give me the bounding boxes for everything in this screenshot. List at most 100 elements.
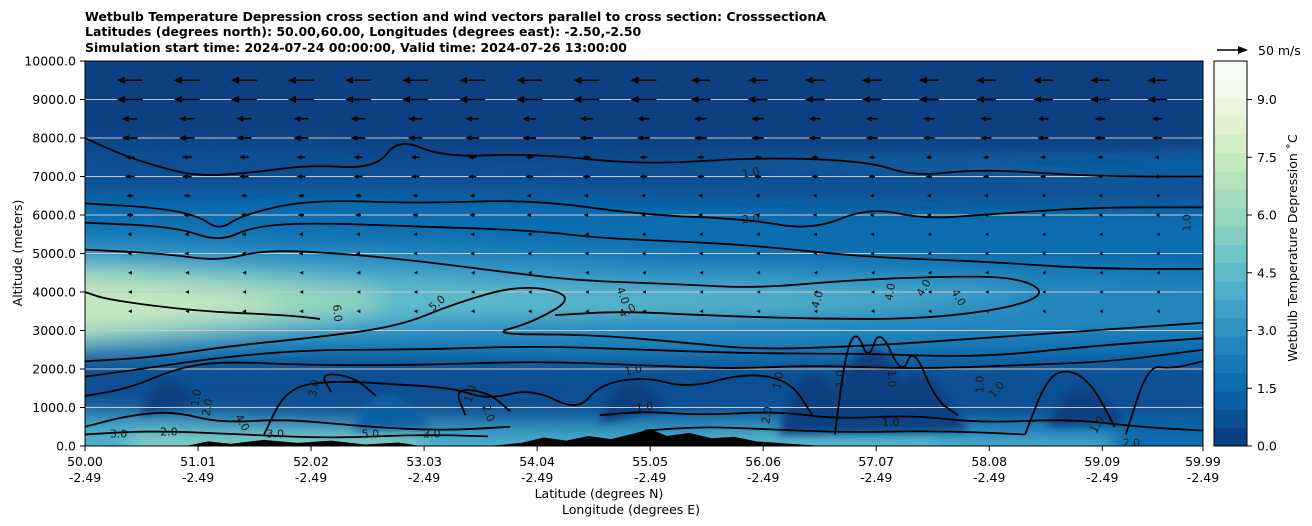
field-region-15 [353, 395, 432, 431]
wind-vector-head [984, 251, 989, 256]
x-tick-label-lat-4: 54.04 [519, 454, 555, 469]
wind-vector-216 [528, 290, 532, 294]
contour-label-3: 6.0 [330, 304, 344, 323]
wind-vector-32 [861, 96, 882, 103]
wind-vector-head [871, 309, 875, 313]
wind-vector-206 [1042, 271, 1046, 275]
wind-vector-196 [470, 270, 475, 275]
wind-vector-head [813, 309, 818, 313]
wind-vector-head [242, 309, 247, 314]
wind-vector-head [925, 155, 931, 160]
wind-vector-6 [459, 76, 486, 84]
wind-vector-head [980, 135, 987, 141]
wind-vector-221 [813, 290, 818, 294]
contour-line-2 [85, 221, 1203, 270]
wind-vector-head [299, 290, 304, 294]
wind-vector-96 [182, 174, 192, 179]
wind-vector-10 [690, 77, 711, 84]
contour-line-15 [1124, 360, 1203, 435]
colorbar-band-6 [1214, 317, 1247, 337]
contour-label-31: 5.0 [362, 427, 380, 440]
wind-vector-head [1037, 116, 1044, 122]
wind-vector-head [1156, 309, 1160, 313]
y-axis-label: Altitude (meters) [10, 200, 25, 307]
wind-vector-head [293, 135, 301, 141]
contour-label-13: 3.0 [110, 427, 128, 440]
wind-vector-98 [296, 174, 306, 179]
contour-line-4 [85, 291, 321, 320]
wind-vector-head [355, 212, 360, 218]
wind-vector-123 [641, 193, 646, 198]
wind-vector-head [410, 154, 417, 160]
wind-vector-42 [350, 115, 366, 122]
wind-vector-39 [179, 115, 195, 122]
wind-vector-head [636, 116, 644, 122]
wind-vector-85 [639, 155, 648, 160]
wind-vector-63 [465, 135, 480, 141]
wind-vector-head [182, 154, 188, 160]
wind-vector-200 [699, 271, 704, 275]
wind-vector-head [241, 251, 246, 256]
wind-vector-55 [1094, 116, 1106, 122]
wind-vector-head [296, 174, 302, 179]
y-tick-label-9: 9000.0 [32, 92, 76, 107]
wind-vector-head [528, 290, 532, 294]
wind-vector-head [585, 290, 589, 294]
colorbar-tick-label-0: 0.0 [1257, 439, 1277, 454]
colorbar: 0.0 1.5 3.0 4.5 6.0 7.5 9.0 [1213, 60, 1277, 454]
wind-vector-head [918, 77, 927, 84]
wind-vector-head [124, 174, 131, 179]
wind-vector-head [698, 213, 703, 217]
wind-vector-2 [230, 76, 257, 84]
wind-vector-head [690, 96, 699, 103]
wind-vector-130 [1041, 193, 1046, 198]
wind-vector-67 [694, 135, 707, 141]
wind-vector-226 [1099, 290, 1103, 294]
wind-vector-head [928, 309, 932, 313]
contour-label-23: 1.0 [885, 370, 898, 388]
contour-line-16 [323, 373, 377, 397]
terrain-silhouette [85, 429, 1203, 446]
wind-vector-head [350, 135, 358, 141]
wind-vector-head [173, 96, 182, 103]
contour-label-22: 1.0 [833, 370, 846, 388]
wind-vector-head [698, 232, 703, 237]
wind-vector-236 [585, 309, 589, 314]
wind-vector-head [813, 251, 817, 256]
wind-vector-172 [184, 251, 189, 256]
wind-vector-103 [582, 174, 591, 179]
wind-vector-12 [804, 77, 825, 84]
wind-vector-106 [754, 174, 762, 179]
wind-vector-36 [1090, 96, 1111, 103]
wind-vector-184 [870, 251, 875, 256]
wind-vector-207 [1099, 271, 1103, 275]
colorbar-frame [1213, 60, 1248, 447]
wind-vector-43 [408, 116, 423, 122]
wind-vector-40 [236, 115, 252, 122]
wind-vector-37 [1147, 96, 1168, 103]
wind-vector-231 [299, 309, 304, 314]
wind-vector-head [468, 154, 474, 160]
field-region-6 [85, 281, 287, 329]
wind-vector-28 [630, 96, 657, 103]
wind-vector-108 [868, 174, 875, 179]
x-tick-label-lon-9: -2.49 [1086, 470, 1118, 485]
wind-vector-head [808, 135, 815, 141]
wind-vector-head [928, 271, 932, 275]
wind-vector-7 [516, 76, 543, 84]
contour-line-6 [85, 337, 1203, 378]
contour-label-10: 1.0 [1180, 214, 1193, 232]
wind-vector-head [297, 193, 303, 198]
wind-vector-194 [356, 270, 361, 275]
wind-vector-155 [298, 232, 303, 237]
wind-vector-head [526, 193, 531, 198]
wind-vector-head [584, 232, 589, 237]
colorbar-band-15 [1214, 152, 1247, 172]
wind-vector-head [690, 77, 699, 84]
wind-vector-225 [1042, 290, 1046, 294]
wind-vector-185 [927, 251, 932, 256]
x-tick-label-lon-8: -2.49 [973, 470, 1005, 485]
x-tick-label-lon-6: -2.49 [747, 470, 779, 485]
wind-vector-head [1041, 193, 1046, 198]
wind-vector-head [1099, 232, 1103, 236]
